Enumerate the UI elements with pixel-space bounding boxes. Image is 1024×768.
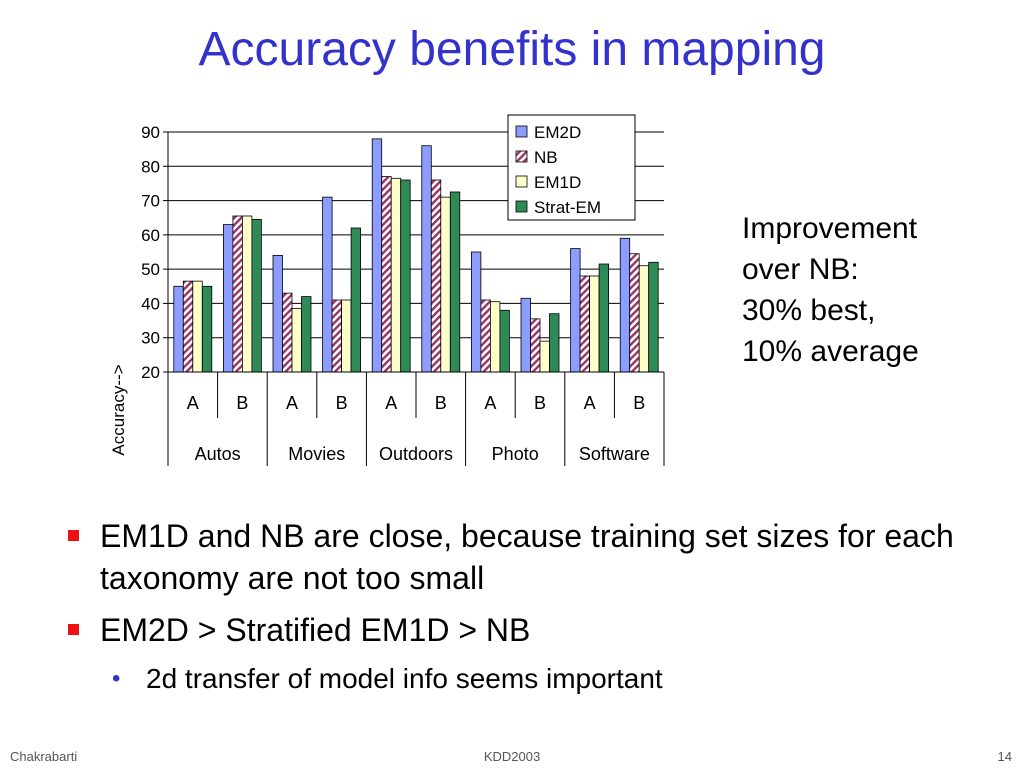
x-tick-label: A xyxy=(584,393,596,413)
side-note-line: 10% average xyxy=(742,335,919,368)
bar-nb xyxy=(480,299,491,373)
bar-em2d xyxy=(520,297,531,373)
bar-em1d xyxy=(539,340,550,373)
x-group-label: Movies xyxy=(288,444,345,464)
legend-swatch xyxy=(515,175,528,188)
x-tick-label: A xyxy=(385,393,397,413)
x-tick-label: B xyxy=(633,393,645,413)
legend-label: Strat-EM xyxy=(534,198,601,217)
x-tick-label: B xyxy=(236,393,248,413)
bar-em1d xyxy=(390,177,402,373)
y-tick-label: 60 xyxy=(141,226,160,245)
legend-swatch xyxy=(515,200,528,213)
y-tick-label: 50 xyxy=(141,260,160,279)
bar-nb xyxy=(182,280,194,373)
bar-em1d xyxy=(291,308,302,373)
bullet-item: EM1D and NB are close, because training … xyxy=(60,515,960,599)
y-tick-label: 90 xyxy=(141,123,160,142)
x-tick-label: B xyxy=(336,393,348,413)
slide-title: Accuracy benefits in mapping xyxy=(198,23,826,76)
side-note: Improvement over NB: 30% best, 10% avera… xyxy=(742,208,919,372)
legend-swatch xyxy=(515,150,528,163)
y-tick-label: 30 xyxy=(141,329,160,348)
bar-em1d xyxy=(192,280,203,373)
bar-nb xyxy=(331,299,343,373)
bar-em1d xyxy=(341,299,352,373)
square-bullet-icon xyxy=(68,530,79,541)
bar-nb xyxy=(579,275,591,373)
legend-label: NB xyxy=(534,148,558,167)
accuracy-bar-chart: 20 30 40 50 60 70 80 90 A B A B A B A B A B Autos Movies Out… xyxy=(109,114,665,466)
bar-strat-em xyxy=(598,263,610,373)
y-axis-label: Accuracy--> xyxy=(109,364,128,455)
bar-em1d xyxy=(638,265,650,373)
x-tick-label: A xyxy=(187,393,199,413)
bar-nb xyxy=(530,318,541,373)
bullet-item: EM2D > Stratified EM1D > NB xyxy=(60,609,960,651)
bar-strat-em xyxy=(499,309,510,373)
bar-strat-em xyxy=(449,191,461,373)
bar-em2d xyxy=(371,138,383,373)
bar-strat-em xyxy=(648,261,659,373)
x-group-label: Autos xyxy=(195,444,241,464)
bullet-list: EM1D and NB are close, because training … xyxy=(60,515,960,697)
side-note-line: over NB: xyxy=(742,253,859,286)
legend-label: EM2D xyxy=(534,123,581,142)
legend-swatch xyxy=(515,125,528,138)
bar-em2d xyxy=(322,196,333,373)
legend-box xyxy=(507,114,636,221)
side-note-line: Improvement xyxy=(742,212,918,245)
dot-bullet-icon: • xyxy=(112,665,121,692)
bar-em2d xyxy=(570,248,581,373)
bar-nb xyxy=(232,215,243,373)
x-tick-label: B xyxy=(534,393,546,413)
footer-page-number: 14 xyxy=(997,749,1012,764)
bar-nb xyxy=(282,292,293,373)
bullet-text: EM2D > Stratified EM1D > NB xyxy=(100,612,531,648)
sub-bullet-item: • 2d transfer of model info seems import… xyxy=(60,661,960,697)
bar-em1d xyxy=(589,275,600,373)
y-tick-label: 40 xyxy=(141,294,160,313)
x-group-label: Outdoors xyxy=(379,444,453,464)
bar-em2d xyxy=(173,285,184,373)
bar-strat-em xyxy=(201,285,213,373)
bar-strat-em xyxy=(400,179,411,373)
bar-em2d xyxy=(470,251,482,373)
x-group-label: Software xyxy=(579,444,650,464)
footer-venue: KDD2003 xyxy=(483,749,541,764)
bar-em2d xyxy=(272,255,283,373)
bullet-text: EM1D and NB are close, because training … xyxy=(100,518,954,596)
x-tick-label: A xyxy=(286,393,298,413)
bar-strat-em xyxy=(301,296,312,373)
bar-em1d xyxy=(241,215,253,373)
y-tick-label: 20 xyxy=(141,363,160,382)
side-note-line: 30% best, xyxy=(742,294,876,327)
bar-em1d xyxy=(440,196,451,373)
legend-label: EM1D xyxy=(534,173,581,192)
sub-bullet-text: 2d transfer of model info seems importan… xyxy=(146,663,663,694)
square-bullet-icon xyxy=(68,624,79,635)
bar-em2d xyxy=(421,145,432,373)
bar-nb xyxy=(430,179,442,373)
x-group-label: Photo xyxy=(492,444,539,464)
bar-strat-em xyxy=(350,227,362,373)
x-tick-label: B xyxy=(435,393,447,413)
bar-nb xyxy=(629,253,640,373)
footer-author: Chakrabarti xyxy=(10,749,78,764)
y-tick-label: 70 xyxy=(141,192,160,211)
bar-nb xyxy=(381,176,392,373)
bar-em2d xyxy=(223,224,234,373)
bar-em2d xyxy=(619,237,631,373)
bar-em1d xyxy=(489,301,501,373)
x-tick-label: A xyxy=(484,393,496,413)
bar-strat-em xyxy=(251,219,262,373)
bar-strat-em xyxy=(549,313,560,373)
y-tick-label: 80 xyxy=(141,157,160,176)
